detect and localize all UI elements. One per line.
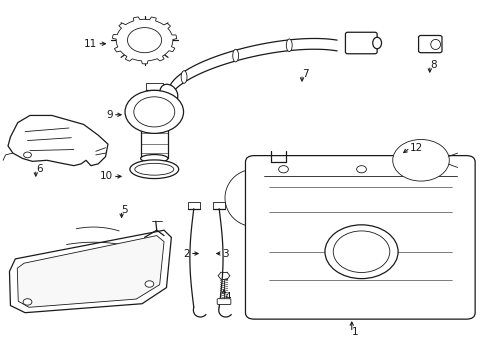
Text: 5: 5 <box>122 206 128 216</box>
Circle shape <box>23 299 32 305</box>
Polygon shape <box>17 235 163 307</box>
Ellipse shape <box>232 49 238 62</box>
Polygon shape <box>8 116 108 166</box>
Ellipse shape <box>135 163 173 175</box>
Circle shape <box>400 145 441 175</box>
Text: 1: 1 <box>351 327 358 337</box>
Circle shape <box>325 225 397 279</box>
Ellipse shape <box>141 154 167 162</box>
FancyBboxPatch shape <box>245 156 474 319</box>
Circle shape <box>278 166 288 173</box>
Ellipse shape <box>286 39 292 51</box>
Circle shape <box>127 28 161 53</box>
Text: 8: 8 <box>429 60 435 70</box>
Text: 11: 11 <box>84 39 97 49</box>
Ellipse shape <box>160 84 178 104</box>
Text: 2: 2 <box>183 248 189 258</box>
Circle shape <box>125 90 183 134</box>
FancyBboxPatch shape <box>345 32 376 54</box>
Polygon shape <box>9 230 171 313</box>
Text: 12: 12 <box>409 143 423 153</box>
Text: 4: 4 <box>224 292 230 302</box>
Circle shape <box>356 166 366 173</box>
Circle shape <box>332 231 389 273</box>
Ellipse shape <box>430 40 440 49</box>
Text: 10: 10 <box>100 171 113 181</box>
Circle shape <box>396 142 445 178</box>
Circle shape <box>145 281 154 287</box>
Text: 6: 6 <box>36 164 42 174</box>
Circle shape <box>392 139 448 181</box>
Polygon shape <box>112 17 176 64</box>
FancyBboxPatch shape <box>217 299 230 305</box>
Text: 7: 7 <box>302 69 308 79</box>
Ellipse shape <box>181 71 186 83</box>
Circle shape <box>431 166 441 173</box>
Ellipse shape <box>372 37 381 49</box>
Text: 9: 9 <box>106 110 113 120</box>
FancyBboxPatch shape <box>418 36 441 53</box>
Circle shape <box>134 97 174 127</box>
Ellipse shape <box>130 160 178 179</box>
Text: 3: 3 <box>222 248 229 258</box>
Circle shape <box>23 152 31 158</box>
